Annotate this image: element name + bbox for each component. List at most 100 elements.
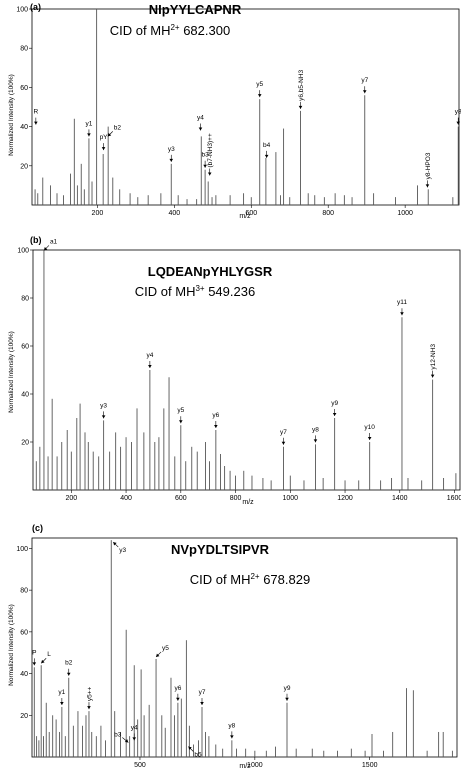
annotation-arrowhead bbox=[203, 164, 207, 168]
plot-frame bbox=[32, 249, 461, 491]
peak-annotation-label: y6 bbox=[174, 685, 181, 692]
annotation-arrowhead bbox=[313, 439, 318, 443]
annotation-arrowhead bbox=[257, 94, 262, 98]
peak-annotation-label: y9 bbox=[284, 685, 291, 692]
precursor-subtitle: CID of MH2+ 682.300 bbox=[110, 23, 230, 38]
annotation-arrowhead bbox=[214, 425, 218, 428]
annotation-arrowhead bbox=[285, 697, 289, 701]
x-tick-label: 1000 bbox=[397, 210, 413, 217]
peak-annotation-label: b2 bbox=[65, 660, 73, 667]
annotation-arrowhead bbox=[200, 701, 204, 705]
annotation-arrowhead bbox=[156, 653, 160, 657]
x-tick-label: 1000 bbox=[247, 762, 263, 769]
annotation-arrowhead bbox=[60, 701, 64, 705]
peak-annotation-label: y5 bbox=[162, 645, 169, 652]
panel-label: (c) bbox=[32, 523, 43, 533]
annotation-arrowhead bbox=[456, 121, 461, 125]
y-tick-label: 60 bbox=[20, 85, 28, 92]
peak-annotation-label: y8 bbox=[312, 426, 319, 433]
annotation-arrowhead bbox=[43, 247, 48, 251]
peptide-title: NIpYYLCAPNR bbox=[149, 2, 242, 17]
peak-annotation-label: y7 bbox=[361, 77, 368, 84]
y-tick-label: 100 bbox=[16, 7, 28, 14]
peak-annotation-label: y3 bbox=[100, 402, 107, 409]
y-tick-label: 80 bbox=[20, 46, 28, 53]
annotation-arrowhead bbox=[169, 158, 174, 162]
y-tick-label: 60 bbox=[21, 344, 29, 351]
peak-annotation-label: y8 bbox=[455, 109, 461, 116]
annotation-arrowhead bbox=[87, 706, 91, 710]
annotation-arrowhead bbox=[41, 659, 45, 664]
annotation-arrowhead bbox=[367, 437, 372, 440]
annotation-arrowhead bbox=[101, 147, 106, 151]
annotation-arrowhead bbox=[34, 121, 38, 125]
y-tick-label: 80 bbox=[20, 588, 28, 595]
spectrum-panel-b: (b) LQDEANpYHLYGSR CID of MH3+ 549.236 N… bbox=[8, 235, 461, 506]
panel-label: (a) bbox=[30, 2, 41, 12]
y-tick-label: 20 bbox=[20, 163, 28, 170]
precursor-subtitle: CID of MH2+ 678.829 bbox=[190, 572, 310, 587]
y-tick-label: 40 bbox=[21, 392, 29, 399]
y-tick-label: 100 bbox=[16, 546, 28, 553]
annotation-arrowhead bbox=[101, 415, 106, 419]
peak-annotation-label: y5++ bbox=[86, 686, 93, 701]
peak-annotation-label: y12-NH3 bbox=[430, 344, 437, 370]
x-tick-label: 500 bbox=[134, 762, 146, 769]
x-axis-label: m/z bbox=[239, 763, 251, 770]
peak-annotation-label: y8-HPO3 bbox=[425, 152, 432, 179]
peak-annotation-label: R bbox=[33, 109, 38, 116]
y-tick-label: 100 bbox=[17, 248, 29, 255]
annotation-arrowhead bbox=[87, 133, 91, 137]
annotation-arrowhead bbox=[107, 132, 112, 137]
annotation-arrowhead bbox=[400, 312, 404, 316]
peak-annotation-label: y10 bbox=[364, 424, 375, 431]
annotation-arrowhead bbox=[281, 441, 286, 445]
x-axis-label: m/z bbox=[242, 499, 254, 506]
y-axis-label: Normalized Intensity (100%) bbox=[8, 604, 15, 686]
peak-annotation-label: y3 bbox=[168, 146, 175, 153]
peak-annotation-label: a1 bbox=[50, 238, 58, 245]
x-tick-label: 1600 bbox=[447, 495, 461, 502]
annotation-arrowhead bbox=[264, 154, 269, 158]
peak-annotation-label: b4 bbox=[263, 142, 271, 149]
annotation-arrowhead bbox=[198, 127, 203, 131]
peak-annotation-label: b3 bbox=[201, 152, 209, 159]
peak-annotation-label: y1 bbox=[58, 689, 65, 696]
annotation-arrowhead bbox=[132, 737, 137, 741]
peak-annotation-label: b2 bbox=[114, 124, 122, 131]
panel-label: (b) bbox=[30, 235, 42, 245]
y-tick-label: 40 bbox=[20, 124, 28, 131]
peak-annotation-label: y3 bbox=[119, 547, 126, 554]
spectrum-panel-a: (a) NIpYYLCAPNR CID of MH2+ 682.300 Norm… bbox=[8, 2, 461, 220]
annotation-arrowhead bbox=[124, 739, 129, 743]
plot-frame bbox=[31, 537, 458, 758]
x-tick-label: 800 bbox=[322, 210, 334, 217]
spectrum-panel-c: (c) NVpYDLTSIPVR CID of MH2+ 678.829 Nor… bbox=[8, 523, 458, 770]
x-tick-label: 1200 bbox=[337, 495, 353, 502]
peak-annotation-label: y7 bbox=[199, 689, 206, 696]
x-tick-label: 400 bbox=[120, 495, 132, 502]
peptide-title: NVpYDLTSIPVR bbox=[171, 542, 270, 557]
y-tick-label: 40 bbox=[20, 671, 28, 678]
x-axis-label: m/z bbox=[239, 213, 251, 220]
peak-annotation-label: y1 bbox=[85, 120, 92, 127]
x-tick-label: 1000 bbox=[283, 495, 299, 502]
annotation-arrowhead bbox=[188, 746, 192, 750]
peak-annotation-label: y6 bbox=[212, 412, 219, 419]
peak-annotation-label: y5 bbox=[256, 81, 263, 88]
peak-annotation-label: y7 bbox=[280, 429, 287, 436]
plot-frame bbox=[31, 8, 460, 206]
y-tick-label: 20 bbox=[21, 440, 29, 447]
annotation-arrowhead bbox=[230, 735, 234, 739]
y-axis-label: Normalized Intensity (100%) bbox=[8, 331, 15, 413]
peak-annotation-label: y4 bbox=[131, 724, 138, 731]
y-tick-label: 80 bbox=[21, 296, 29, 303]
peak-annotation-label: y11 bbox=[397, 299, 407, 306]
annotation-arrowhead bbox=[148, 365, 152, 368]
annotation-arrowhead bbox=[32, 662, 37, 666]
annotation-arrowhead bbox=[176, 697, 180, 701]
x-tick-label: 600 bbox=[245, 210, 257, 217]
peak-annotation-label: y4 bbox=[146, 352, 153, 359]
peak-annotation-label: y5 bbox=[177, 407, 184, 414]
